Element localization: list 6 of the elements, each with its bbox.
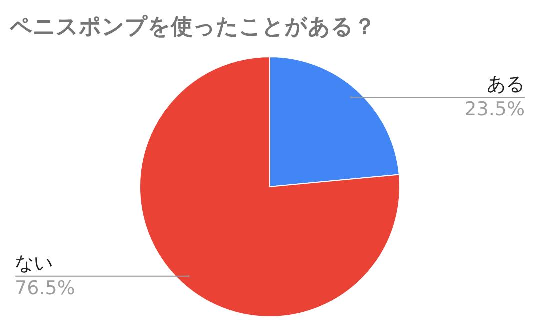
chart-title: ペニスポンプを使ったことがある？ xyxy=(9,15,376,40)
data-label: 23.5% xyxy=(464,98,525,121)
pie-slice xyxy=(140,56,400,318)
slice-label: ある xyxy=(487,74,525,96)
slice-label: ない xyxy=(15,252,53,274)
data-label: 76.5% xyxy=(15,277,76,300)
